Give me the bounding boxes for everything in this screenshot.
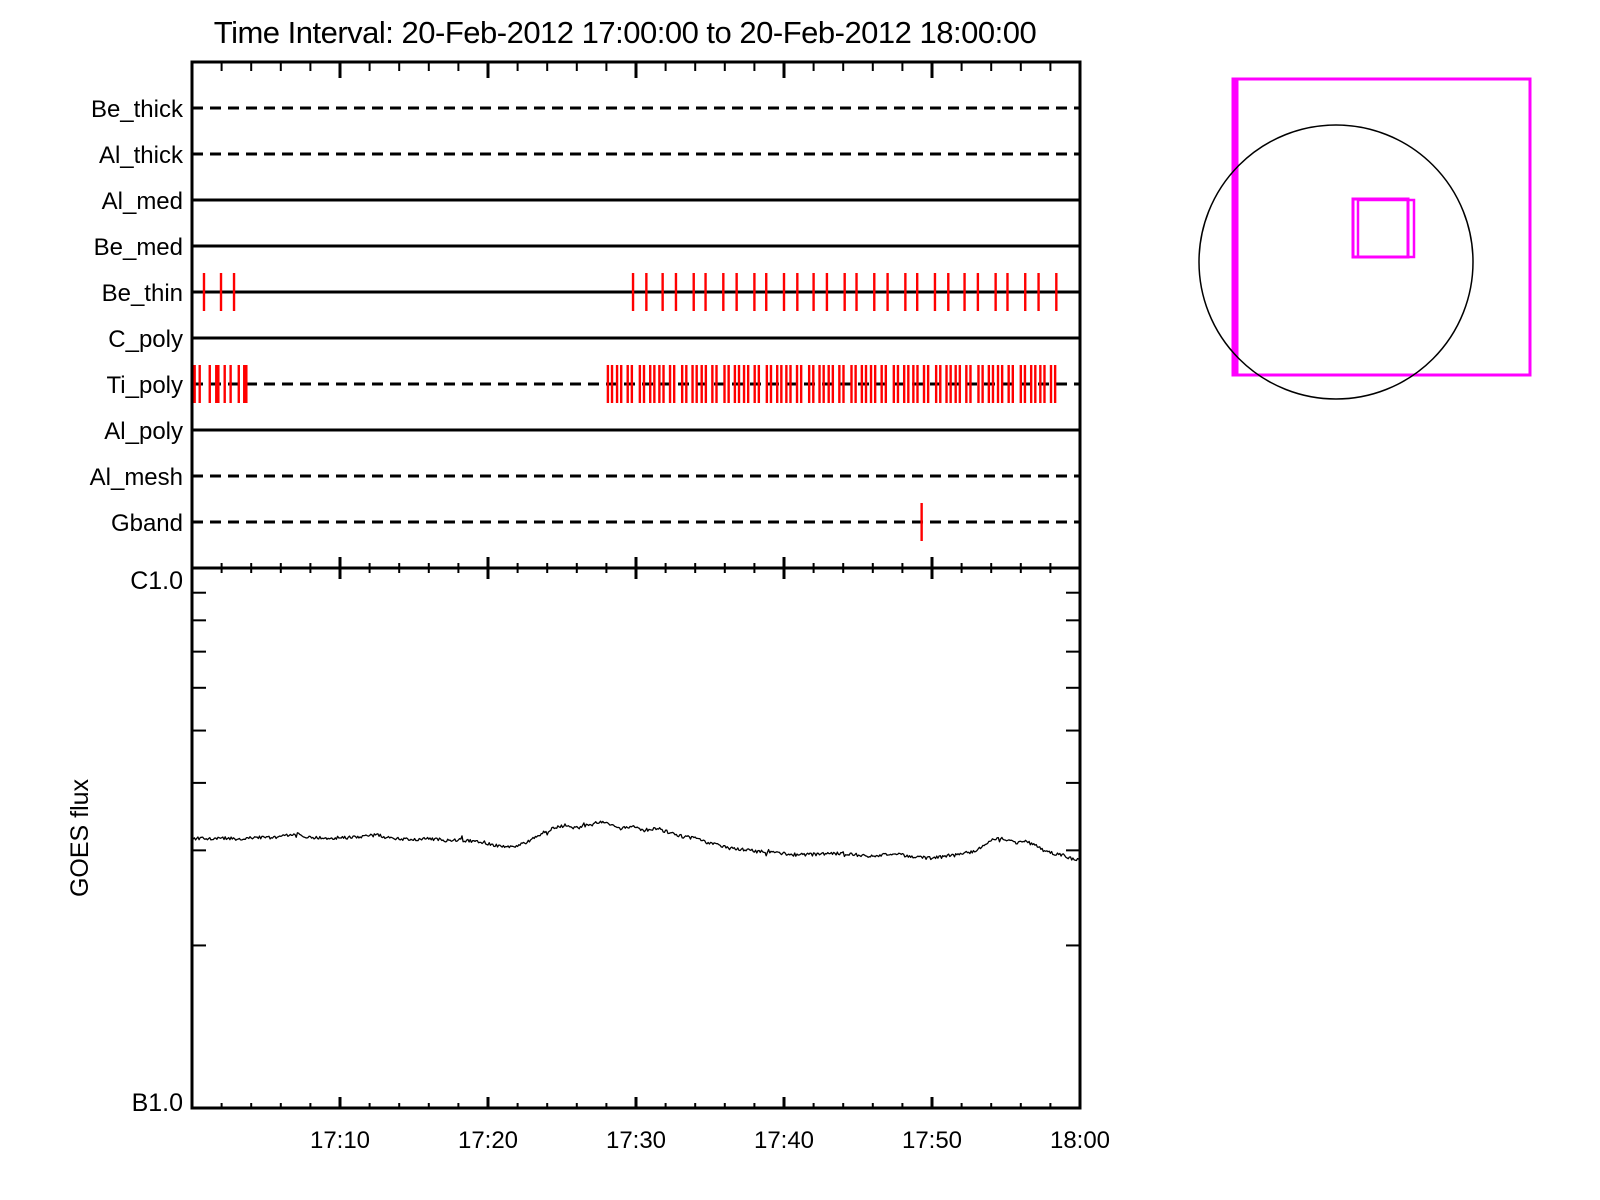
plot-title: Time Interval: 20-Feb-2012 17:00:00 to 2… — [214, 15, 1037, 50]
x-tick-label: 17:10 — [310, 1127, 370, 1154]
x-tick-label: 17:50 — [902, 1127, 962, 1154]
filter-label-C_poly: C_poly — [108, 326, 183, 353]
filter-label-Al_mesh: Al_mesh — [90, 464, 183, 491]
filter-label-Gband: Gband — [111, 510, 183, 537]
x-tick-label: 18:00 — [1050, 1127, 1110, 1154]
generated-plot-elements: 17:10 17:20 17:30 17:40 17:50 18:00 Be_thick Al… — [90, 60, 1532, 1154]
filter-label-Ti_poly: Ti_poly — [107, 372, 183, 399]
filter-label-Al_poly: Al_poly — [104, 418, 183, 445]
filter-label-Al_thick: Al_thick — [99, 142, 184, 169]
timeline-panel-border — [190, 60, 1082, 570]
fov-outer-box — [1231, 77, 1532, 377]
goes-flux-curve — [191, 820, 1081, 862]
goes-axis-title: GOES flux — [66, 778, 94, 897]
filter-label-Be_thick: Be_thick — [91, 96, 184, 123]
filter-label-Be_thin: Be_thin — [102, 280, 183, 307]
x-tick-label: 17:20 — [458, 1127, 518, 1154]
x-tick-label: 17:40 — [754, 1127, 814, 1154]
filter-label-Al_med: Al_med — [102, 188, 183, 215]
goes-axis-top-label: C1.0 — [130, 567, 183, 595]
goes-axis-bottom-label: B1.0 — [132, 1089, 183, 1117]
filter-label-Be_med: Be_med — [94, 234, 183, 261]
fov-inner-box-1 — [1351, 197, 1410, 259]
fov-inner-box-2 — [1356, 198, 1416, 259]
x-tick-label: 17:30 — [606, 1127, 666, 1154]
sun-limb-circle — [1198, 124, 1474, 400]
